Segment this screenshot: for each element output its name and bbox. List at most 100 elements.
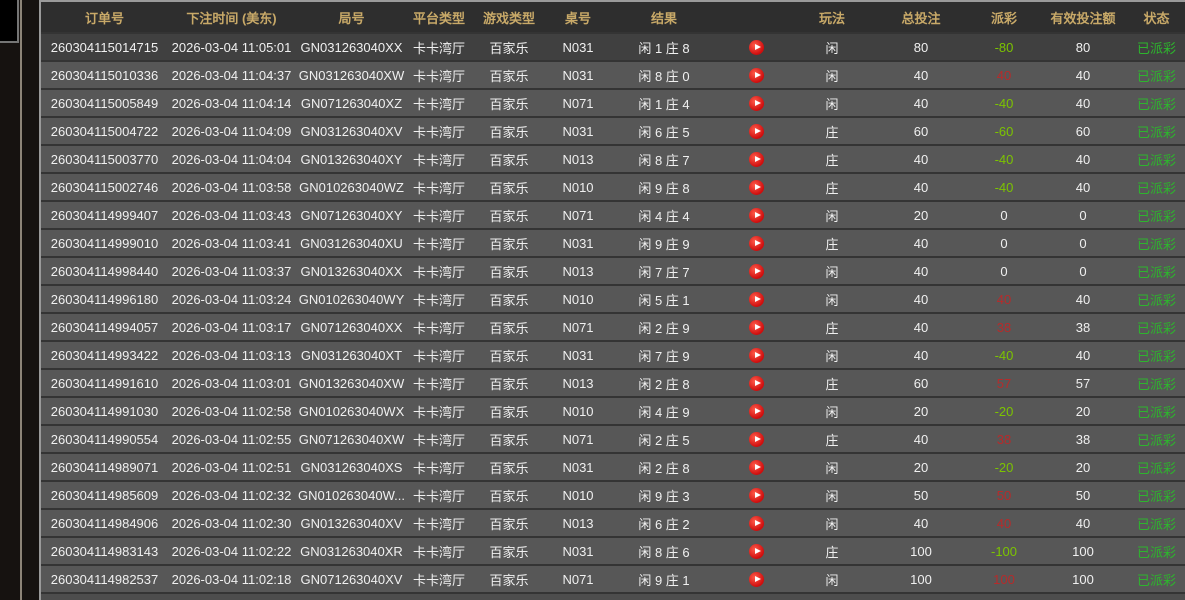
table_no-cell: N071 [548,200,608,228]
replay-cell [720,564,792,592]
result-cell: 闲 1 庄 4 [608,88,720,116]
table-row: 260304114983143 2026-03-04 11:02:22 GN0312… [41,536,1185,564]
round_id-cell: GN031263040XT [295,340,408,368]
platform-cell: 卡卡湾厅 [408,452,470,480]
subtotal-payout: -37 [970,592,1038,600]
total_bet-cell: 40 [872,60,970,88]
game_type-cell: 百家乐 [470,228,548,256]
result-cell: 闲 2 庄 9 [608,312,720,340]
result-cell: 闲 6 庄 2 [608,508,720,536]
round_id-cell: GN010263040WX [295,396,408,424]
platform-cell: 卡卡湾厅 [408,564,470,592]
bet_time-cell: 2026-03-04 11:04:04 [168,144,295,172]
play_method-cell: 闲 [792,256,872,284]
replay-icon[interactable] [748,292,764,308]
game_type-cell: 百家乐 [470,396,548,424]
table-row: 260304114984906 2026-03-04 11:02:30 GN0132… [41,508,1185,536]
table-row: 260304115004722 2026-03-04 11:04:09 GN0312… [41,116,1185,144]
status-cell: 已派彩 [1128,396,1185,424]
replay-icon[interactable] [748,208,764,224]
play_method-cell: 闲 [792,508,872,536]
replay-icon[interactable] [748,376,764,392]
bet_time-cell: 2026-03-04 11:02:58 [168,396,295,424]
order_id-cell: 260304114999010 [41,228,168,256]
replay-icon[interactable] [748,404,764,420]
round_id-cell: GN071263040XZ [295,88,408,116]
replay-icon[interactable] [748,264,764,280]
valid_bet-cell: 100 [1038,536,1128,564]
round_id-cell: GN071263040XY [295,200,408,228]
replay-icon[interactable] [748,320,764,336]
total_bet-cell: 40 [872,228,970,256]
col-header-replay [720,2,792,32]
replay-icon[interactable] [748,40,764,56]
table_no-cell: N031 [548,452,608,480]
replay-icon[interactable] [748,460,764,476]
replay-cell [720,60,792,88]
valid_bet-cell: 40 [1038,508,1128,536]
bet_time-cell: 2026-03-04 11:03:13 [168,340,295,368]
payout-cell: 38 [970,424,1038,452]
round_id-cell: GN031263040XU [295,228,408,256]
play_method-cell: 闲 [792,60,872,88]
total_bet-cell: 40 [872,284,970,312]
platform-cell: 卡卡湾厅 [408,368,470,396]
status-cell: 已派彩 [1128,508,1185,536]
total_bet-cell: 40 [872,424,970,452]
play_method-cell: 庄 [792,172,872,200]
table-row: 260304114996180 2026-03-04 11:03:24 GN0102… [41,284,1185,312]
replay-icon[interactable] [748,96,764,112]
order_id-cell: 260304114999407 [41,200,168,228]
replay-icon[interactable] [748,124,764,140]
replay-icon[interactable] [748,68,764,84]
status-cell: 已派彩 [1128,256,1185,284]
order_id-cell: 260304115002746 [41,172,168,200]
game_type-cell: 百家乐 [470,452,548,480]
table_no-cell: N071 [548,312,608,340]
valid_bet-cell: 100 [1038,564,1128,592]
replay-cell [720,284,792,312]
replay-icon[interactable] [748,432,764,448]
replay-icon[interactable] [748,488,764,504]
play_method-cell: 闲 [792,480,872,508]
replay-icon[interactable] [748,236,764,252]
bet_time-cell: 2026-03-04 11:03:43 [168,200,295,228]
table_no-cell: N031 [548,60,608,88]
game_type-cell: 百家乐 [470,88,548,116]
replay-icon[interactable] [748,572,764,588]
order_id-cell: 260304114985609 [41,480,168,508]
table-row: 260304115003770 2026-03-04 11:04:04 GN0132… [41,144,1185,172]
platform-cell: 卡卡湾厅 [408,508,470,536]
valid_bet-cell: 20 [1038,396,1128,424]
replay-icon[interactable] [748,152,764,168]
subtotal-row: 小计950-37843 [41,592,1185,600]
replay-cell [720,256,792,284]
status-cell: 已派彩 [1128,144,1185,172]
platform-cell: 卡卡湾厅 [408,340,470,368]
round_id-cell: GN031263040XS [295,452,408,480]
order_id-cell: 260304114991030 [41,396,168,424]
replay-icon[interactable] [748,516,764,532]
col-header-order_id: 订单号 [41,2,168,32]
table_no-cell: N013 [548,368,608,396]
play_method-cell: 庄 [792,312,872,340]
order_id-cell: 260304115003770 [41,144,168,172]
payout-cell: 0 [970,256,1038,284]
total_bet-cell: 20 [872,200,970,228]
payout-cell: -20 [970,452,1038,480]
status-cell: 已派彩 [1128,200,1185,228]
platform-cell: 卡卡湾厅 [408,480,470,508]
replay-icon[interactable] [748,348,764,364]
replay-icon[interactable] [748,180,764,196]
play_method-cell: 闲 [792,452,872,480]
payout-cell: 100 [970,564,1038,592]
bet_time-cell: 2026-03-04 11:04:37 [168,60,295,88]
replay-cell [720,424,792,452]
round_id-cell: GN013263040XX [295,256,408,284]
replay-icon[interactable] [748,544,764,560]
play_method-cell: 庄 [792,424,872,452]
table-row: 260304114989071 2026-03-04 11:02:51 GN0312… [41,452,1185,480]
platform-cell: 卡卡湾厅 [408,256,470,284]
bet_time-cell: 2026-03-04 11:03:41 [168,228,295,256]
